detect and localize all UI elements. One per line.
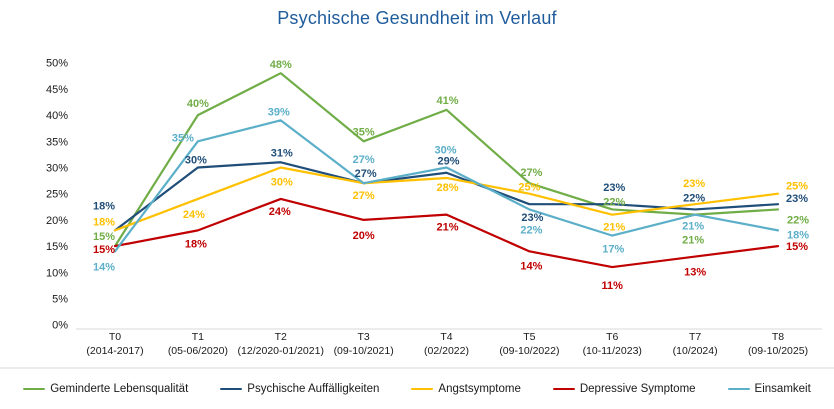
- data-label-geminderte-lebensqualitaet-t7: 21%: [682, 235, 704, 247]
- data-label-depressive-symptome-t3: 20%: [353, 230, 375, 242]
- legend-item-einsamkeit: Einsamkeit: [727, 383, 811, 395]
- data-label-angstsymptome-t0: 18%: [93, 216, 115, 228]
- data-label-einsamkeit-t0: 14%: [93, 261, 115, 273]
- series-line-geminderte-lebensqualitaet: [113, 72, 780, 248]
- data-label-angstsymptome-t1: 24%: [183, 209, 205, 221]
- x-axis-category: T5: [523, 331, 535, 343]
- legend-label: Depressive Symptome: [579, 383, 696, 395]
- series-line-depressive-symptome: [113, 197, 780, 269]
- data-label-einsamkeit-t4: 30%: [434, 145, 456, 157]
- chart-legend: Geminderte Lebensqualität Psychische Auff…: [0, 372, 834, 406]
- data-label-angstsymptome-t7: 23%: [683, 178, 705, 190]
- x-axis-category: T8: [772, 331, 784, 343]
- series-line-angstsymptome: [113, 166, 780, 232]
- y-axis-tick: 30%: [46, 163, 68, 175]
- x-axis-category-dates: (09-10/2021): [334, 345, 394, 357]
- data-label-geminderte-lebensqualitaet-t2: 48%: [270, 59, 292, 71]
- data-label-depressive-symptome-t4: 21%: [436, 222, 458, 234]
- data-label-psychische-auffaelligkeiten-t0: 18%: [93, 200, 115, 212]
- data-label-geminderte-lebensqualitaet-t5: 27%: [520, 167, 542, 179]
- data-label-psychische-auffaelligkeiten-t7: 22%: [683, 192, 705, 204]
- data-label-angstsymptome-t2: 30%: [271, 177, 293, 189]
- data-label-depressive-symptome-t1: 18%: [185, 238, 207, 250]
- legend-swatch-depressive-symptome: [552, 387, 575, 391]
- data-label-psychische-auffaelligkeiten-t3: 27%: [355, 168, 377, 180]
- data-label-einsamkeit-t6: 17%: [602, 244, 624, 256]
- x-axis-category-dates: (2014-2017): [86, 345, 143, 357]
- y-axis-tick: 25%: [46, 189, 68, 201]
- data-label-depressive-symptome-t2: 24%: [269, 206, 291, 218]
- legend-item-angstsymptome: Angstsymptome: [411, 383, 521, 395]
- data-label-geminderte-lebensqualitaet-t3: 35%: [353, 126, 375, 138]
- x-axis-category: T4: [440, 331, 452, 343]
- x-axis-category-dates: (05-06/2020): [168, 345, 228, 357]
- chart-title: Psychische Gesundheit im Verlauf: [277, 8, 557, 28]
- data-label-einsamkeit-t7: 21%: [682, 221, 704, 233]
- x-axis-category: T0: [109, 331, 121, 343]
- data-label-angstsymptome-t5: 25%: [518, 182, 540, 194]
- y-axis-tick: 5%: [52, 294, 68, 306]
- data-label-psychische-auffaelligkeiten-t8: 23%: [786, 193, 808, 205]
- data-label-geminderte-lebensqualitaet-t8: 22%: [787, 214, 809, 226]
- x-axis-category: T2: [275, 331, 287, 343]
- data-label-psychische-auffaelligkeiten-t2: 31%: [271, 147, 293, 159]
- y-axis-tick: 35%: [46, 136, 68, 148]
- legend-label: Geminderte Lebensqualität: [50, 383, 189, 395]
- legend-label: Psychische Auffälligkeiten: [247, 383, 380, 395]
- series-line-einsamkeit: [113, 119, 780, 253]
- data-label-angstsymptome-t8: 25%: [786, 181, 808, 193]
- data-label-depressive-symptome-t6: 11%: [602, 280, 624, 292]
- x-axis-category: T7: [689, 331, 701, 343]
- legend-label: Einsamkeit: [754, 383, 811, 395]
- y-axis-tick: 50%: [46, 58, 68, 70]
- data-label-geminderte-lebensqualitaet-t0: 15%: [93, 231, 115, 243]
- x-axis-category-dates: (02/2022): [424, 345, 469, 357]
- data-label-angstsymptome-t4: 28%: [436, 182, 458, 194]
- y-axis-tick: 15%: [46, 241, 68, 253]
- legend-item-geminderte-lebensqualitaet: Geminderte Lebensqualität: [23, 383, 188, 395]
- data-label-angstsymptome-t6: 21%: [603, 222, 625, 234]
- data-label-psychische-auffaelligkeiten-t4: 29%: [437, 156, 459, 168]
- data-label-depressive-symptome-t8: 15%: [786, 241, 808, 253]
- x-axis-category: T6: [606, 331, 618, 343]
- data-label-geminderte-lebensqualitaet-t6: 22%: [603, 196, 625, 208]
- legend-swatch-angstsymptome: [411, 387, 434, 391]
- data-label-angstsymptome-t3: 27%: [353, 190, 375, 202]
- data-label-einsamkeit-t8: 18%: [787, 229, 809, 241]
- y-axis-tick: 10%: [46, 267, 68, 279]
- series-line-psychische-auffaelligkeiten: [113, 161, 780, 232]
- data-label-psychische-auffaelligkeiten-t6: 23%: [603, 182, 625, 194]
- x-axis-category-dates: (09-10/2022): [499, 345, 559, 357]
- x-axis-category-dates: (09-10/2025): [748, 345, 808, 357]
- data-label-depressive-symptome-t0: 15%: [93, 244, 115, 256]
- y-axis-tick: 45%: [46, 84, 68, 96]
- x-axis-category-dates: (12/2020-01/2021): [238, 345, 324, 357]
- data-label-einsamkeit-t2: 39%: [268, 106, 290, 118]
- data-label-psychische-auffaelligkeiten-t5: 23%: [521, 212, 543, 224]
- data-label-einsamkeit-t1: 35%: [172, 132, 194, 144]
- legend-swatch-einsamkeit: [727, 387, 750, 391]
- legend-item-depressive-symptome: Depressive Symptome: [552, 383, 696, 395]
- x-axis-category-dates: (10/2024): [673, 345, 718, 357]
- legend-item-psychische-auffaelligkeiten: Psychische Auffälligkeiten: [220, 383, 379, 395]
- legend-label: Angstsymptome: [438, 383, 521, 395]
- data-label-depressive-symptome-t7: 13%: [684, 267, 706, 279]
- x-axis-category-dates: (10-11/2023): [583, 345, 642, 357]
- y-axis-tick: 20%: [46, 215, 68, 227]
- x-axis-category: T1: [192, 331, 204, 343]
- y-axis-tick: 0%: [52, 320, 68, 332]
- legend-swatch-psychische-auffaelligkeiten: [220, 387, 243, 391]
- x-axis-category: T3: [357, 331, 369, 343]
- line-chart-plot: 0% 5% 10% 15% 20% 25% 30% 35% 40% 45% 50% T0 (2014-2…: [0, 58, 834, 369]
- data-label-einsamkeit-t5: 22%: [520, 224, 542, 236]
- data-label-depressive-symptome-t5: 14%: [520, 260, 542, 272]
- data-label-psychische-auffaelligkeiten-t1: 30%: [185, 155, 207, 167]
- data-label-geminderte-lebensqualitaet-t1: 40%: [187, 98, 209, 110]
- data-label-einsamkeit-t3: 27%: [353, 154, 375, 166]
- y-axis-tick: 40%: [46, 110, 68, 122]
- data-label-geminderte-lebensqualitaet-t4: 41%: [436, 95, 458, 107]
- legend-swatch-geminderte-lebensqualitaet: [23, 387, 46, 391]
